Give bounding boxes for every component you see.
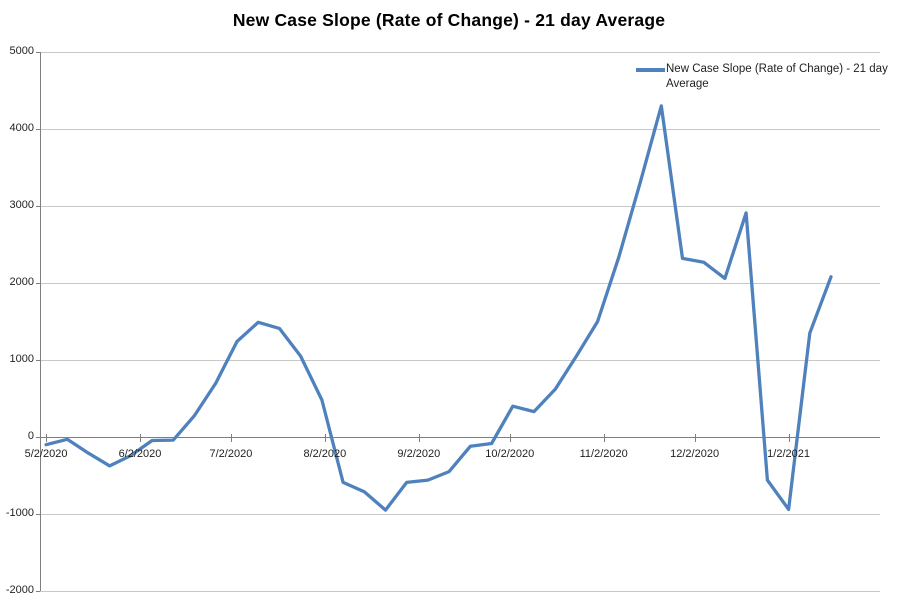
y-tick-label: 1000 xyxy=(9,353,34,365)
x-tick-label: 10/2/2020 xyxy=(485,448,535,460)
x-tick-label: 11/2/2020 xyxy=(579,448,628,460)
chart-title: New Case Slope (Rate of Change) - 21 day… xyxy=(232,10,666,30)
y-tick-label: 0 xyxy=(27,430,34,442)
x-tick-label: 9/2/2020 xyxy=(397,448,441,460)
y-tick-label: 5000 xyxy=(9,45,34,57)
y-tick-label: -1000 xyxy=(5,507,34,519)
x-tick-label: 1/2/2021 xyxy=(767,448,810,460)
x-tick-label: 7/2/2020 xyxy=(209,448,253,460)
legend-label: New Case Slope (Rate of Change) - 21 day… xyxy=(666,63,888,91)
legend-line-marker xyxy=(636,68,665,72)
series-line xyxy=(44,104,833,512)
y-tick-label: 2000 xyxy=(9,276,34,288)
x-tick-label: 12/2/2020 xyxy=(670,448,720,460)
legend: New Case Slope (Rate of Change) - 21 day… xyxy=(636,62,894,92)
y-tick-label: 4000 xyxy=(9,122,34,134)
x-tick-label: 5/2/2020 xyxy=(24,448,68,460)
y-tick-label: -2000 xyxy=(5,584,34,596)
y-tick-label: 3000 xyxy=(9,199,34,211)
x-tick-label: 8/2/2020 xyxy=(303,448,347,460)
x-tick-label: 6/2/2020 xyxy=(118,448,162,460)
